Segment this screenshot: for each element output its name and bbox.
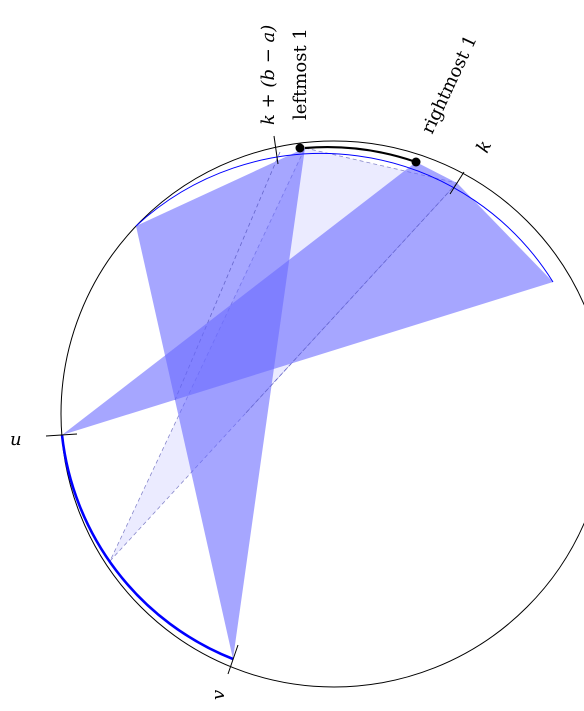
u-wedge — [62, 162, 553, 435]
label-u: u — [10, 429, 22, 450]
tick-u — [45, 433, 78, 437]
label-k-plus: k + (b − a) — [258, 25, 279, 125]
top-arc-blue — [135, 152, 554, 283]
label-v: v — [208, 690, 229, 700]
label-k: k — [472, 137, 496, 156]
v-wedge — [136, 148, 305, 659]
main-circle — [60, 140, 584, 688]
u-wedge-dashed-edge — [243, 182, 458, 416]
tick-k — [449, 171, 465, 195]
tick-k-plus — [273, 135, 279, 165]
label-leftmost: leftmost 1 — [290, 28, 311, 120]
leftmost-dot — [295, 143, 305, 153]
rightmost-dot — [411, 157, 421, 167]
label-rightmost: rightmost 1 — [417, 32, 481, 137]
top-arc-black — [304, 146, 417, 164]
tick-v — [227, 644, 239, 675]
left-arc-blue — [60, 434, 234, 661]
